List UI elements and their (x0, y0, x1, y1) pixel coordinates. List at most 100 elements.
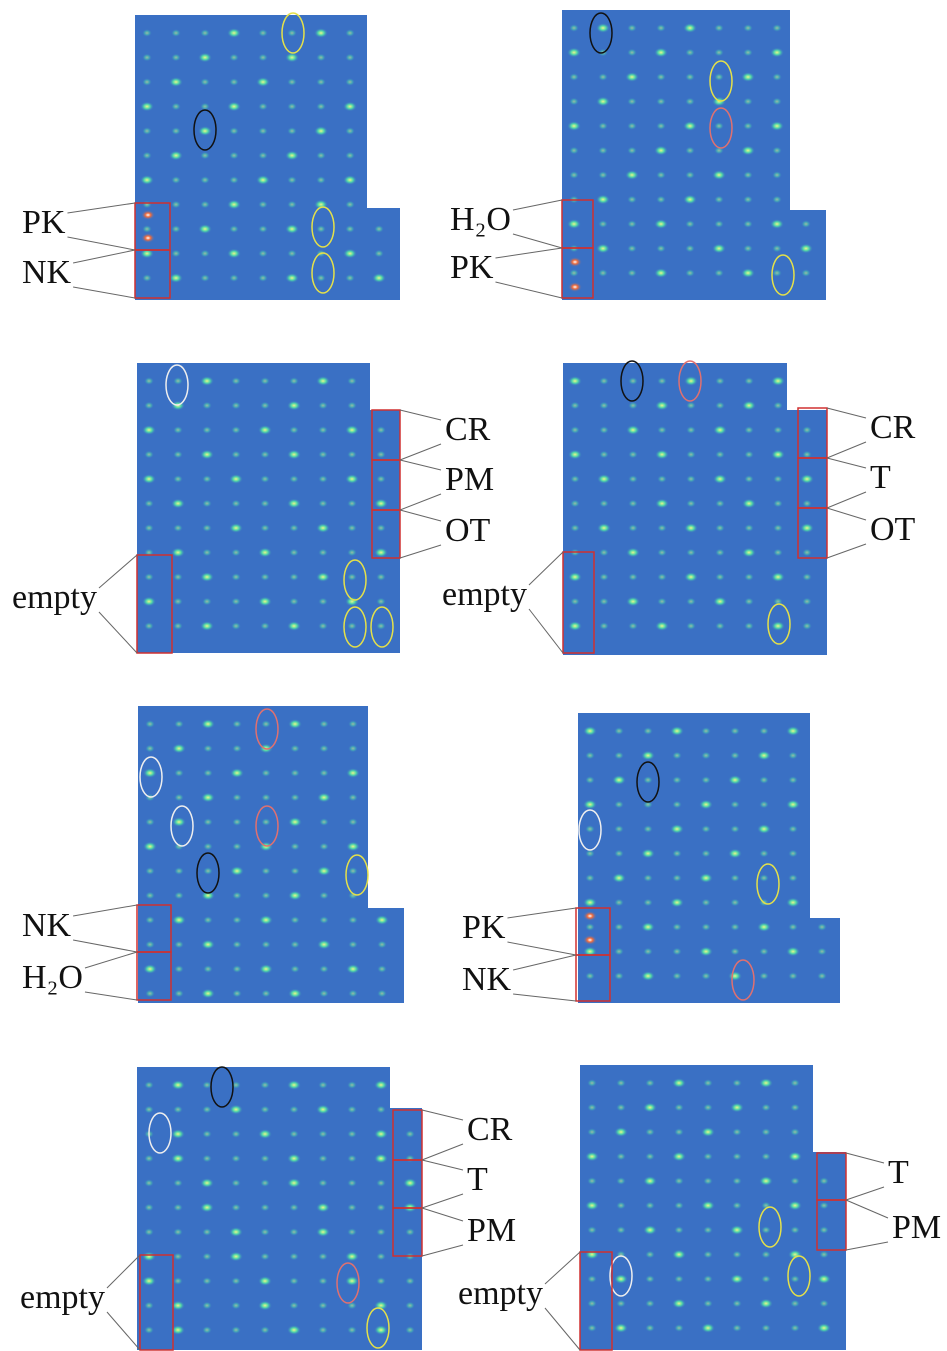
spot (728, 849, 742, 859)
spot (201, 891, 215, 901)
spot (585, 776, 595, 784)
spot (819, 1300, 829, 1308)
spot (405, 1228, 415, 1236)
spot (258, 597, 272, 607)
spot (645, 1324, 655, 1332)
label: T (888, 1154, 909, 1191)
spot (744, 622, 754, 630)
leader-line (85, 952, 137, 968)
spot (628, 573, 638, 581)
spot (289, 426, 299, 434)
leader-line (99, 555, 137, 588)
spot (744, 451, 754, 459)
spot (260, 1253, 270, 1261)
array-image (138, 706, 368, 1003)
spot (318, 598, 328, 606)
spot (614, 1127, 628, 1137)
spot (772, 24, 782, 32)
spot (260, 475, 270, 483)
spot (290, 769, 300, 777)
spot (144, 524, 154, 532)
spot (374, 1080, 388, 1090)
spot (376, 426, 386, 434)
spot (261, 990, 271, 998)
spot (260, 573, 270, 581)
spot (145, 867, 155, 875)
spot (715, 622, 725, 630)
spot (701, 1201, 715, 1211)
array-panel: CRTPMempty (20, 1067, 516, 1350)
spot (772, 98, 782, 106)
spot (732, 1300, 742, 1308)
spot (200, 274, 210, 282)
spot (347, 1081, 357, 1089)
spot (701, 1127, 715, 1137)
spot (656, 245, 666, 253)
spot (347, 573, 357, 581)
spot (759, 874, 769, 882)
spot (761, 1251, 771, 1259)
array-panel: PKNK (462, 713, 840, 1003)
spot (343, 249, 357, 259)
spot (817, 972, 827, 980)
spot (701, 752, 711, 760)
spot (773, 549, 783, 557)
spot (319, 843, 329, 851)
leader-line (846, 1200, 888, 1218)
spot (569, 24, 579, 32)
spot (703, 1226, 713, 1234)
spot (258, 250, 268, 258)
spot (377, 965, 387, 973)
spot (202, 524, 212, 532)
spot (712, 244, 726, 254)
spot (585, 1250, 599, 1260)
spot (314, 126, 328, 136)
spot (200, 450, 214, 460)
spot (598, 269, 608, 277)
spot (231, 549, 241, 557)
spot (287, 1080, 301, 1090)
spot (771, 572, 785, 582)
spot (701, 923, 711, 931)
spot (232, 941, 242, 949)
spot (376, 598, 386, 606)
spot (570, 500, 580, 508)
spot (289, 1106, 299, 1114)
spot (616, 1104, 626, 1112)
spot (201, 940, 215, 950)
spot (169, 151, 183, 161)
label: T (870, 459, 891, 496)
spot (144, 1179, 154, 1187)
spot (203, 769, 213, 777)
spot (316, 78, 326, 86)
spot (686, 451, 696, 459)
spot (570, 598, 580, 606)
spot (614, 727, 624, 735)
spot (229, 1105, 243, 1115)
spot (743, 98, 753, 106)
spot (715, 377, 725, 385)
spot (232, 745, 242, 753)
spot (200, 152, 210, 160)
spot (628, 377, 638, 385)
spot (256, 77, 270, 87)
spot (567, 121, 581, 131)
spot (287, 621, 301, 631)
spot (643, 776, 653, 784)
array-panel: H₂OPK (450, 10, 826, 300)
spot (174, 892, 184, 900)
spot (229, 176, 239, 184)
spot (730, 874, 740, 882)
spot (316, 572, 330, 582)
spot (625, 170, 639, 180)
spot (583, 726, 597, 736)
spot (256, 175, 270, 185)
spot (790, 1300, 800, 1308)
spot (376, 1106, 386, 1114)
spot (289, 475, 299, 483)
leader-line (400, 410, 441, 420)
spot (715, 402, 725, 410)
spot (374, 225, 384, 233)
spot (587, 1275, 597, 1283)
spot (318, 451, 328, 459)
